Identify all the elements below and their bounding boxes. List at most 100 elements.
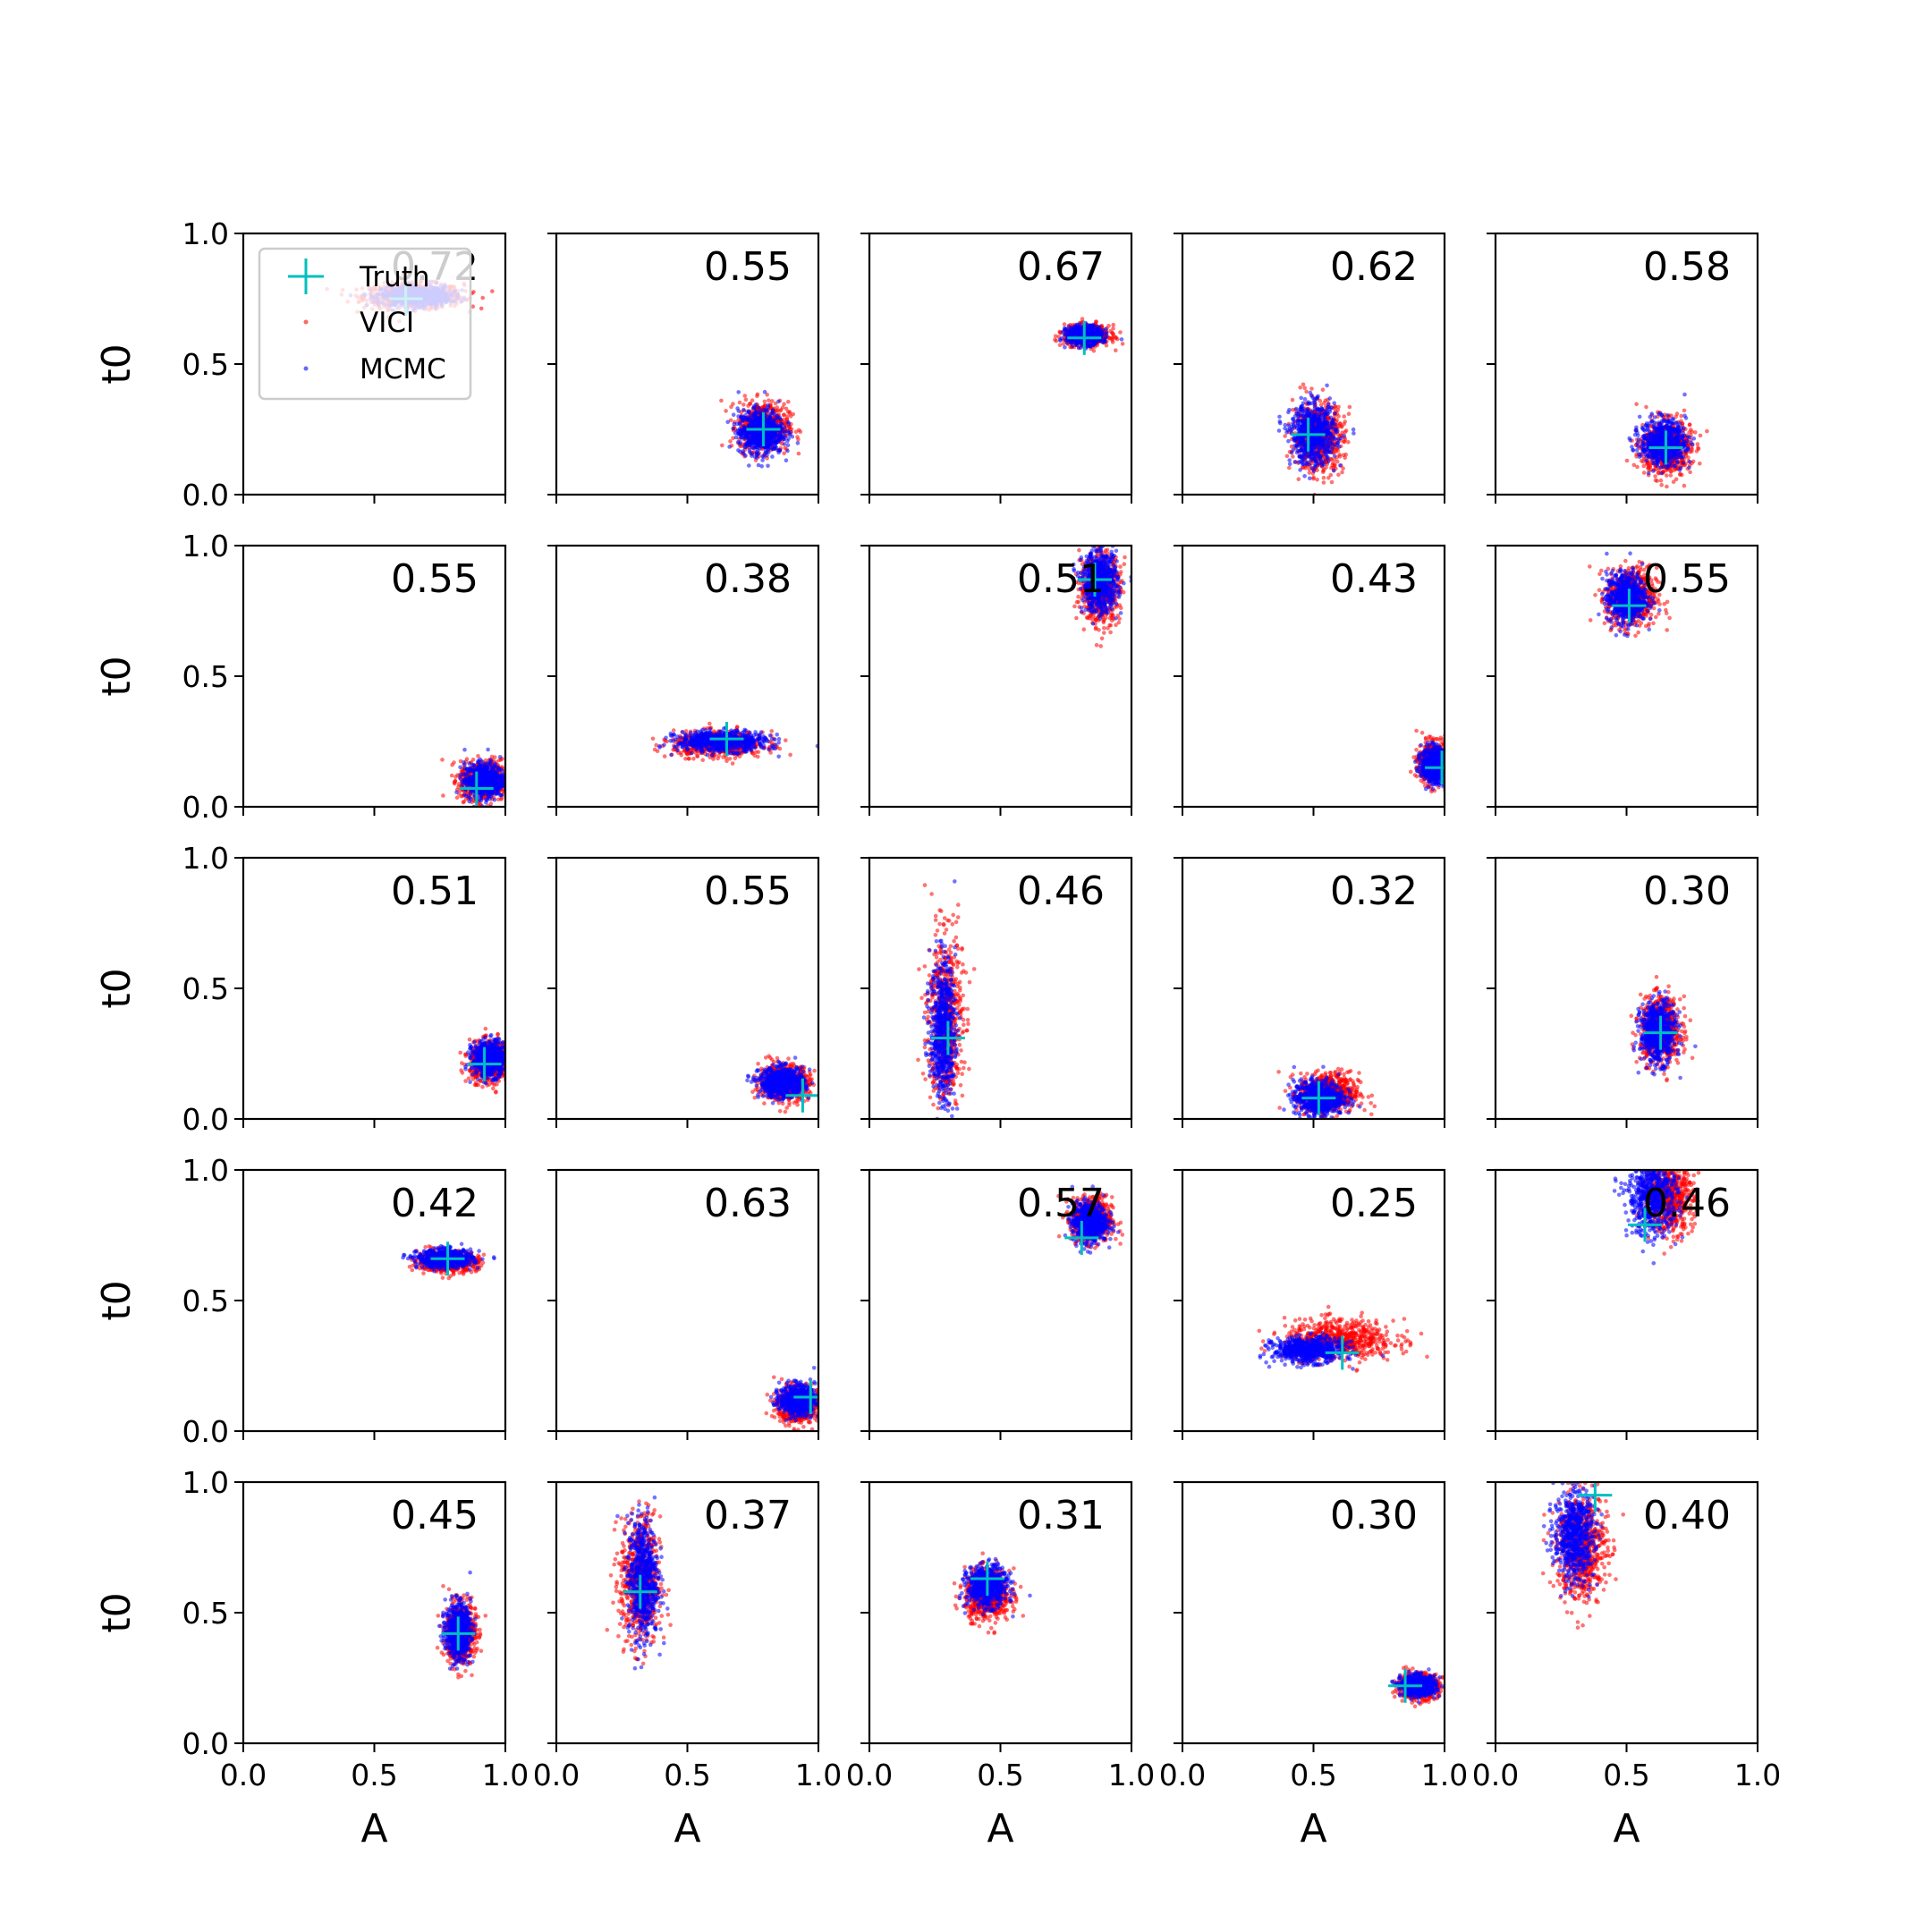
vici-point [1315, 478, 1319, 482]
mcmc-point [747, 422, 752, 428]
vici-point [479, 306, 484, 311]
mcmc-point [1352, 431, 1356, 436]
mcmc-point [1063, 327, 1068, 333]
mcmc-point [782, 442, 787, 446]
vici-point [1343, 452, 1348, 457]
mcmc-point [1071, 343, 1075, 348]
mcmc-point [760, 453, 765, 459]
mcmc-point [741, 407, 746, 412]
vici-point [1343, 429, 1348, 435]
vici-point [778, 407, 784, 412]
mcmc-point [761, 407, 767, 412]
mcmc-point [1093, 329, 1098, 335]
mcmc-point [771, 419, 776, 424]
vici-point [728, 439, 733, 444]
mcmc-point [762, 389, 767, 394]
mcmc-point [731, 412, 736, 418]
vici-point [470, 304, 475, 309]
vici-point [1322, 401, 1326, 405]
mcmc-point [751, 440, 756, 445]
y-tick-label: 0.5 [182, 347, 229, 382]
mcmc-point [1302, 397, 1308, 402]
vici-point [1335, 459, 1340, 464]
mcmc-point [737, 421, 742, 426]
vici-point [1283, 434, 1287, 438]
scatter-area [1276, 382, 1356, 495]
vici-point [750, 398, 755, 403]
vici-point [1321, 480, 1326, 485]
vici-point [480, 295, 485, 301]
mcmc-point [753, 411, 758, 416]
mcmc-point [1097, 325, 1102, 329]
vici-point [1290, 397, 1295, 402]
mcmc-point [1063, 338, 1069, 343]
mcmc-point [783, 430, 787, 436]
mcmc-point [766, 430, 771, 435]
mcmc-point [1278, 420, 1283, 426]
mcmc-point [760, 458, 765, 462]
vici-point [1329, 479, 1335, 485]
mcmc-point [1104, 326, 1108, 332]
mcmc-point [1311, 469, 1317, 473]
mcmc-point [1101, 336, 1106, 342]
vici-point [1343, 437, 1348, 442]
mcmc-point [763, 448, 768, 453]
vici-point [1336, 472, 1341, 478]
vici-point [1118, 330, 1123, 335]
vici-point [783, 445, 787, 451]
vici-point [720, 443, 724, 448]
vici-point [1340, 470, 1344, 475]
panel-1-3: 0.67 [860, 232, 1133, 504]
vici-point [1111, 326, 1115, 331]
mcmc-point [749, 440, 753, 445]
mcmc-point [1351, 427, 1356, 432]
vici-point [1062, 322, 1067, 326]
vici-point [1318, 398, 1323, 403]
vici-point [773, 401, 778, 406]
mcmc-point [770, 446, 775, 452]
vici-point [1053, 334, 1058, 339]
mcmc-point [1098, 339, 1103, 343]
mcmc-point [1292, 460, 1298, 464]
vici-point [1091, 348, 1097, 353]
vici-point [775, 408, 779, 413]
vici-point [1341, 466, 1345, 470]
mcmc-point [752, 405, 758, 411]
mcmc-point [776, 450, 781, 455]
vici-point [1080, 317, 1085, 321]
vici-point [791, 411, 795, 417]
vici-point [1339, 425, 1344, 429]
vici-point [1054, 338, 1059, 343]
vici-point [1284, 453, 1290, 459]
vici-point [719, 398, 724, 403]
vici-point [1309, 386, 1314, 391]
mcmc-point [1086, 325, 1091, 330]
truth-marker [1067, 320, 1102, 355]
mcmc-point [775, 439, 781, 445]
vici-point [1291, 407, 1295, 412]
mcmc-point [738, 435, 743, 440]
mcmc-point [785, 443, 791, 448]
mcmc-point [738, 428, 743, 433]
vici-point [1057, 343, 1063, 348]
mcmc-point [1091, 343, 1096, 348]
vici-point [1110, 335, 1114, 340]
mcmc-point [731, 426, 736, 431]
mcmc-point [754, 420, 758, 426]
vici-point [742, 394, 748, 398]
mcmc-point [1063, 345, 1067, 350]
vici-point [755, 394, 759, 399]
mcmc-point [767, 413, 772, 419]
mcmc-point [736, 390, 741, 394]
mcmc-point [756, 433, 760, 438]
mcmc-point [758, 436, 763, 441]
mcmc-point [1086, 328, 1091, 334]
mcmc-point [1338, 463, 1343, 468]
mcmc-point [773, 432, 778, 437]
mcmc-point [758, 439, 763, 445]
vici-point [765, 456, 769, 461]
mcmc-point [765, 453, 769, 458]
vici-point [1318, 402, 1324, 408]
vici-point [1291, 454, 1295, 459]
vici-point [1110, 330, 1114, 335]
